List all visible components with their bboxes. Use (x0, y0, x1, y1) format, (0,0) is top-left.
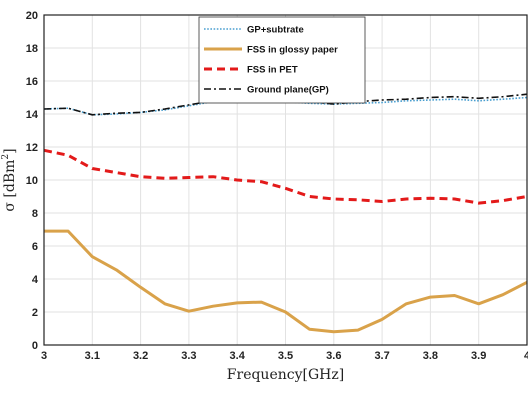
x-tick-label: 3 (41, 350, 47, 362)
x-tick-label: 3.1 (85, 350, 100, 362)
y-axis-title-close: ] (2, 148, 18, 153)
legend-label: FSS in PET (247, 65, 298, 76)
legend-label: Ground plane(GP) (247, 85, 329, 96)
y-tick-label: 4 (32, 274, 39, 286)
legend-box (198, 16, 366, 104)
y-tick-label: 14 (26, 109, 39, 121)
series-line-2 (44, 229, 528, 334)
y-tick-label: 6 (32, 241, 38, 253)
x-tick-label: 4 (524, 350, 528, 362)
tick-labels: 3 3.1 3.2 3.3 3.4 3.5 3.6 3.7 3.8 3.9 4 0 2 4 6 8 10 12 14… (26, 10, 528, 362)
legend-label: GP+subtrate (247, 25, 304, 36)
y-tick-label: 0 (32, 340, 38, 352)
series-line-3 (43, 148, 528, 205)
plot-frame (43, 14, 528, 346)
y-tick-label: 2 (32, 307, 38, 319)
x-tick-label: 3.7 (374, 350, 389, 362)
x-tick-label: 3.8 (423, 350, 438, 362)
legend: GP+subtrate FSS in glossy paper FSS in PET… (198, 16, 366, 104)
x-axis-title: Frequency[GHz] (227, 367, 344, 383)
y-axis-title: σ [dBm2] (1, 148, 18, 211)
y-tick-label: 16 (26, 76, 38, 88)
x-tick-label: 3.9 (471, 350, 486, 362)
y-axis-title-sup: 2 (1, 154, 11, 160)
y-tick-label: 20 (26, 10, 38, 22)
y-axis-title-main: σ [dBm (2, 160, 18, 212)
y-tick-label: 10 (26, 175, 38, 187)
x-tick-label: 3.2 (133, 350, 148, 362)
x-tick-label: 3.5 (278, 350, 293, 362)
y-tick-label: 8 (32, 208, 38, 220)
x-tick-label: 3.6 (326, 350, 341, 362)
x-tick-label: 3.4 (230, 350, 246, 362)
y-tick-label: 18 (26, 43, 38, 55)
y-tick-label: 12 (26, 142, 38, 154)
x-tick-label: 3.3 (181, 350, 196, 362)
legend-label: FSS in glossy paper (247, 45, 338, 56)
